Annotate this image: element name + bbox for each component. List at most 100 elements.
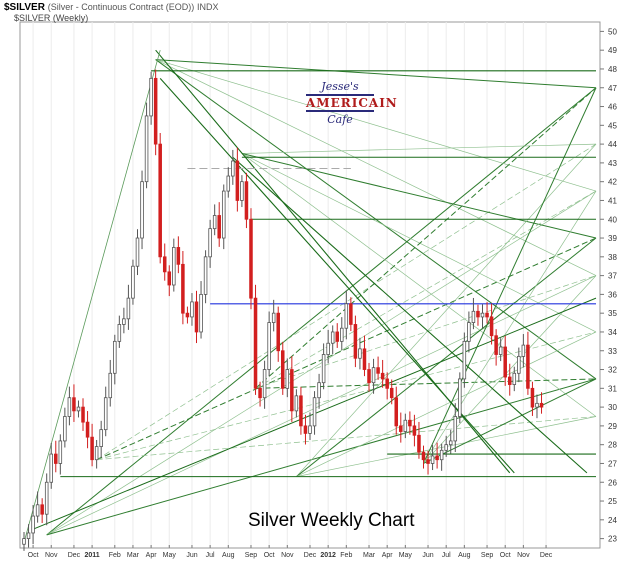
candle-body — [344, 303, 349, 329]
candle-body — [458, 378, 462, 417]
candle-body — [113, 340, 117, 374]
candle-body — [376, 367, 380, 374]
y-tick-label: 34 — [608, 328, 617, 337]
y-tick-label: 36 — [608, 290, 617, 299]
candle-body — [162, 256, 167, 273]
candle-body — [340, 327, 344, 342]
trend-line — [96, 416, 597, 461]
candle-body — [526, 344, 530, 389]
candle-body — [285, 369, 290, 389]
y-tick-label: 27 — [608, 459, 617, 468]
y-tick-label: 50 — [608, 27, 617, 36]
candle-body — [362, 348, 367, 370]
candle-body — [412, 425, 417, 436]
candle-body — [63, 416, 67, 442]
x-tick-label: Aug — [458, 552, 471, 559]
candle-body — [131, 265, 135, 299]
candle-body — [181, 263, 185, 314]
trend-line — [296, 143, 597, 477]
x-tick-label: Nov — [517, 552, 530, 559]
candle-body — [199, 293, 203, 333]
candle-body — [349, 303, 353, 325]
y-tick-label: 26 — [608, 478, 617, 487]
candle-body — [426, 459, 430, 464]
candle-body — [26, 532, 31, 540]
x-tick-label: Jul — [442, 552, 451, 559]
candle-body — [517, 355, 521, 374]
candle-body — [85, 421, 90, 438]
x-tick-label: Oct — [28, 552, 39, 559]
candle-body — [149, 77, 153, 117]
symbol-label: $SILVER — [4, 2, 45, 13]
trend-line — [241, 153, 597, 333]
candle-body — [253, 297, 258, 389]
candle-body — [108, 372, 113, 399]
trend-line — [423, 87, 597, 464]
candle-body — [394, 397, 399, 427]
candle-body — [512, 372, 517, 385]
y-tick-label: 35 — [608, 309, 617, 318]
candle-body — [389, 387, 394, 399]
y-tick-label: 41 — [608, 196, 617, 205]
candle-body — [271, 312, 276, 323]
candle-body — [81, 406, 85, 423]
x-tick-label: Sep — [245, 552, 258, 559]
candle-body — [498, 346, 503, 355]
candle-body — [303, 425, 308, 434]
candle-body — [244, 181, 249, 220]
candle-body — [117, 324, 122, 342]
candle-body — [167, 271, 172, 286]
candle-body — [140, 181, 144, 239]
candle-body — [44, 481, 49, 515]
trend-line — [96, 331, 597, 461]
trend-line — [46, 190, 597, 536]
trend-line — [296, 331, 597, 477]
cafe-logo: Jesse's AMERICAIN Cafe — [300, 80, 397, 138]
x-tick-label: Nov — [281, 552, 294, 559]
y-tick-label: 32 — [608, 366, 617, 375]
candle-body — [208, 228, 212, 258]
candle-body — [99, 429, 103, 447]
candle-body — [467, 322, 471, 342]
x-tick-label: Mar — [363, 552, 376, 559]
candle-body — [521, 344, 526, 357]
x-tick-label: May — [399, 552, 413, 559]
candle-body — [358, 348, 362, 359]
y-tick-label: 37 — [608, 272, 617, 281]
candle-body — [235, 160, 240, 201]
x-tick-label: Jul — [206, 552, 215, 559]
y-tick-label: 31 — [608, 384, 617, 393]
trend-line — [23, 50, 161, 543]
candle-body — [421, 451, 426, 461]
candle-body — [312, 397, 317, 427]
candle-body — [308, 425, 312, 434]
x-tick-label: 2011 — [85, 552, 100, 559]
y-tick-label: 38 — [608, 253, 617, 262]
x-tick-label: Feb — [109, 552, 121, 559]
candle-body — [471, 310, 476, 323]
x-tick-label: Feb — [340, 552, 352, 559]
x-tick-label: Dec — [304, 552, 317, 559]
x-tick-label: Apr — [382, 552, 394, 559]
x-tick-label: Dec — [68, 552, 81, 559]
trend-line — [96, 237, 597, 461]
x-tick-label: Aug — [222, 552, 235, 559]
y-tick-label: 25 — [608, 497, 617, 506]
candle-body — [35, 504, 40, 517]
logo-line1: Jesse's — [321, 80, 359, 93]
candle-body — [417, 434, 421, 453]
y-tick-label: 48 — [608, 65, 617, 74]
candle-body — [485, 312, 489, 318]
candle-body — [144, 115, 149, 183]
y-tick-label: 44 — [608, 140, 617, 149]
candle-body — [530, 387, 535, 408]
trend-line — [241, 153, 597, 417]
candle-body — [385, 378, 389, 389]
candle-body — [494, 335, 498, 355]
candle-body — [489, 316, 494, 337]
symbol-description: (Silver - Continuous Contract (EOD)) — [47, 2, 195, 12]
candle-body — [280, 350, 285, 389]
candle-body — [276, 312, 280, 352]
trend-line — [255, 87, 597, 389]
